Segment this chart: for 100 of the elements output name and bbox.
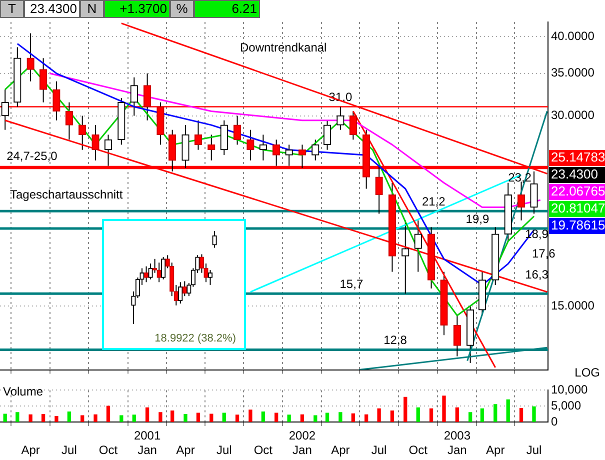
bar: [235, 414, 240, 422]
bar: [210, 414, 214, 422]
x-tick-label: 2002 Jan: [288, 428, 316, 457]
y-tick-label: 10,000: [551, 382, 588, 397]
bar: [287, 414, 291, 422]
candlestick: [414, 220, 422, 272]
x-tick-label: 2003 Jan: [444, 428, 471, 457]
text: 23.4300: [551, 166, 598, 182]
band-label: 24,7-25,0: [6, 149, 58, 164]
text: T: [0, 0, 24, 18]
bar: [158, 412, 162, 422]
candlestick: [194, 120, 202, 150]
annotation: 18.9922 (38.2%): [154, 332, 236, 345]
text: %: [170, 0, 194, 18]
candlestick: [453, 315, 461, 357]
bar: [184, 414, 188, 422]
y-tick-label: 15.0000: [551, 298, 595, 313]
chart-title: Volume: [3, 384, 44, 398]
ref-line-label: 12,8: [384, 333, 408, 348]
y-tick-label: 40.0000: [551, 29, 595, 44]
bar: [170, 410, 174, 422]
bar: [429, 408, 434, 422]
x-tick-label: Apr: [21, 442, 40, 457]
candlestick: [530, 170, 538, 214]
candlestick: [259, 134, 268, 161]
candlestick: [39, 58, 48, 103]
x-tick-label: Oct: [254, 442, 274, 457]
annotation: Tageschartausschnitt: [10, 187, 124, 202]
bar: [222, 412, 226, 422]
bar: [248, 410, 252, 422]
y-tick-label: 30.0000: [551, 108, 595, 122]
bar: [532, 406, 536, 422]
x-tick-label: Apr: [486, 442, 505, 457]
bar: [480, 408, 484, 422]
bar: [416, 407, 420, 422]
y-tick-label: 0: [551, 414, 558, 428]
text: LOG: [574, 365, 600, 380]
bar: [377, 408, 381, 422]
text: N: [80, 0, 104, 18]
candlestick: [312, 139, 320, 161]
x-tick-label: Apr: [176, 442, 195, 457]
bar: [364, 414, 368, 422]
y-tick-label: 35.0000: [551, 66, 595, 80]
ref-line-label: 21,2: [422, 194, 446, 208]
candlestick: [182, 280, 187, 297]
x-tick-label: Jul: [371, 442, 387, 457]
candlestick: [156, 262, 162, 283]
bar: [519, 408, 524, 422]
candlestick: [26, 32, 34, 82]
text: 20.81047: [551, 200, 605, 216]
annotation: 16,3: [525, 268, 549, 282]
x-tick-label: Apr: [331, 442, 350, 457]
bar: [390, 410, 394, 422]
y-tick-label: 5,000: [551, 398, 582, 412]
candlestick: [208, 134, 216, 161]
bar: [325, 412, 330, 422]
bar: [468, 412, 472, 422]
candlestick: [212, 230, 217, 248]
bar: [3, 414, 7, 422]
text: 19.78615: [551, 218, 605, 233]
bar: [338, 412, 342, 422]
bar: [455, 407, 459, 422]
candlestick: [323, 120, 332, 150]
bar: [494, 404, 498, 422]
candlestick: [161, 256, 166, 280]
bar: [67, 411, 72, 422]
candlestick: [104, 134, 112, 166]
candlestick: [246, 129, 254, 161]
bar: [54, 416, 58, 422]
bar: [94, 414, 98, 422]
text: +1.3700: [104, 0, 170, 18]
x-tick-label: Jul: [526, 442, 542, 457]
bar: [351, 413, 355, 422]
candlestick: [130, 76, 138, 116]
bar: [261, 411, 266, 422]
text: 25.14783: [551, 150, 605, 165]
annotation: Downtrendkanal: [240, 40, 327, 54]
candlestick: [208, 270, 213, 286]
bar: [506, 399, 510, 422]
x-tick-label: 2001 Jan: [134, 428, 161, 457]
x-tick-label: Oct: [408, 442, 428, 457]
bar: [132, 414, 136, 422]
bar: [404, 396, 408, 422]
candlestick: [92, 124, 100, 161]
bar: [41, 414, 46, 422]
candlestick: [233, 115, 242, 146]
bar: [274, 412, 278, 422]
x-tick-label: Jul: [216, 442, 232, 457]
bar: [28, 414, 32, 422]
x-tick-label: Jul: [62, 442, 77, 457]
bar: [300, 414, 304, 422]
bar: [120, 415, 124, 422]
text: 6.21: [194, 0, 260, 18]
ref-line-label: 15,7: [340, 276, 364, 291]
x-tick-label: Oct: [98, 442, 118, 457]
candlestick: [336, 106, 344, 130]
text: 22.06765: [551, 184, 605, 199]
ref-line-label: 19,9: [466, 212, 490, 226]
text: 23.4300: [24, 0, 80, 18]
candlestick: [220, 120, 228, 156]
